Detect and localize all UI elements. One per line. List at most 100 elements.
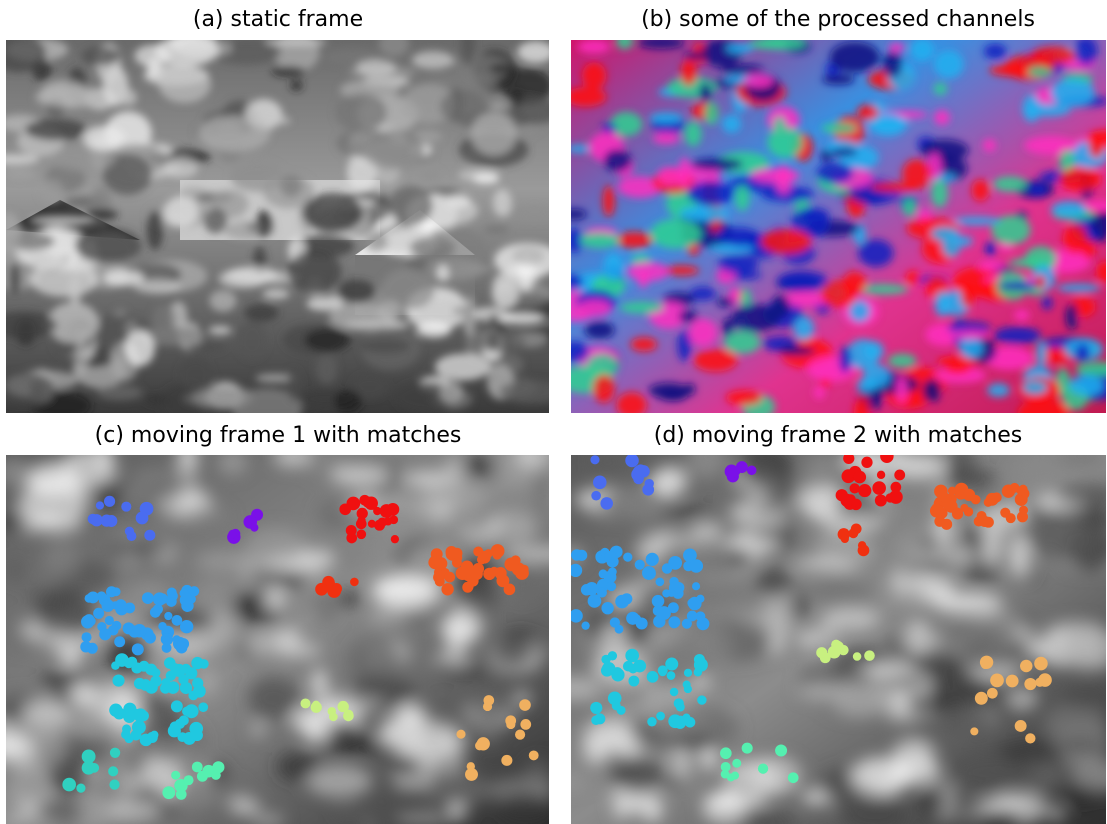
texture [579,233,619,248]
texture [97,385,143,400]
texture [616,392,646,418]
texture [337,280,376,303]
texture [635,560,645,570]
texture [214,782,246,798]
texture [904,497,920,537]
texture [859,284,909,295]
texture [990,673,1004,687]
texture [153,592,166,605]
texture [569,609,583,623]
texture [593,476,607,490]
texture [115,599,126,610]
texture [180,620,193,633]
texture [911,549,978,561]
texture [437,265,449,282]
texture [853,652,862,661]
texture [791,560,858,570]
texture [93,608,104,619]
texture [970,727,978,735]
texture [197,510,230,522]
texture [1075,344,1090,361]
texture [981,660,990,669]
texture [176,642,188,654]
texture [877,471,885,479]
texture [134,678,145,689]
texture [718,255,759,273]
texture [85,594,94,603]
texture [248,677,298,719]
texture [184,775,194,785]
texture [112,587,121,596]
texture [1031,47,1076,65]
texture [858,484,871,497]
texture [132,643,144,655]
texture [1051,805,1063,821]
texture [494,567,506,579]
texture [830,148,858,156]
texture [164,612,172,620]
texture [920,139,968,161]
texture [335,93,387,132]
texture [1063,225,1087,254]
texture [1018,614,1036,627]
texture [872,481,886,495]
texture [88,514,98,524]
texture [623,552,632,561]
texture [4,169,36,180]
texture [473,173,499,184]
texture [106,542,170,553]
texture [99,628,111,640]
texture [328,707,336,715]
texture [934,50,964,78]
texture [491,544,505,558]
texture [193,387,253,410]
texture [814,386,825,400]
texture [775,745,787,757]
texture [607,582,616,591]
texture [40,180,64,204]
texture [585,321,615,339]
texture [29,731,67,768]
texture [951,623,1019,635]
texture [582,62,606,89]
texture [483,568,495,580]
texture [112,674,124,686]
texture [162,636,171,645]
texture [616,33,634,49]
texture [252,116,291,125]
texture [134,708,148,722]
texture [125,330,155,366]
texture [107,800,161,820]
texture [822,74,854,85]
texture [164,197,199,227]
texture [1027,183,1047,195]
texture [25,119,87,141]
texture [179,715,189,725]
texture [19,802,39,814]
texture [1051,201,1087,218]
texture [492,271,519,309]
texture [464,582,473,591]
texture [858,665,903,675]
panel-title: (a) static frame [193,7,363,32]
texture [931,179,948,207]
texture [332,465,390,486]
texture [744,74,774,88]
texture [722,114,742,133]
texture [425,257,484,281]
texture [948,487,957,496]
texture [461,26,476,66]
texture [8,263,21,294]
texture [717,298,735,308]
texture [177,732,187,742]
texture [870,182,920,191]
texture [992,492,1002,502]
texture [661,734,686,752]
texture [902,198,916,217]
texture [721,64,764,74]
texture [103,600,114,611]
texture [356,60,397,76]
texture [933,593,1004,613]
texture [307,765,372,797]
texture [830,680,887,717]
